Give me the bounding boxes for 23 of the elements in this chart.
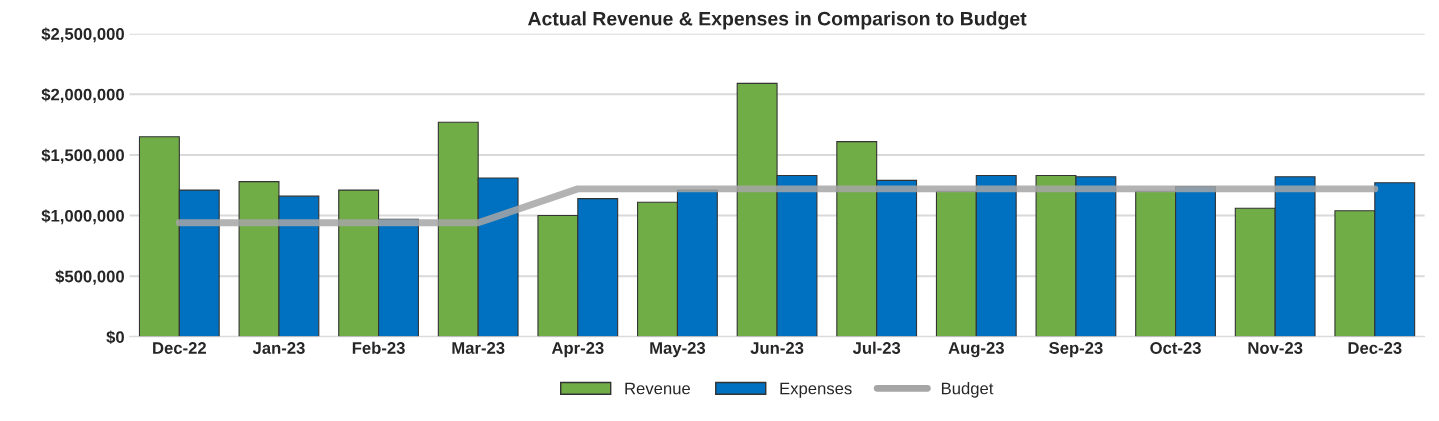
x-tick-label: Dec-23 <box>1348 342 1402 354</box>
y-tick-label: $1,000,000 <box>41 209 124 225</box>
y-tick-label: $1,500,000 <box>41 148 124 164</box>
y-tick-label: $0 <box>106 330 124 345</box>
x-tick-label: Oct-23 <box>1150 342 1201 354</box>
x-tick-label: Nov-23 <box>1248 342 1303 354</box>
legend-label: Budget <box>941 382 994 398</box>
y-tick-label: $2,000,000 <box>41 87 124 103</box>
x-tick-label: Apr-23 <box>551 342 604 358</box>
chart-title: Actual Revenue & Expenses in Comparison to Budget <box>527 11 1027 30</box>
y-tick-label: $2,500,000 <box>41 27 124 43</box>
x-tick-label: Jul-23 <box>852 341 901 354</box>
x-tick-label: Jan-23 <box>252 342 305 354</box>
y-tick-label: $500,000 <box>55 269 124 285</box>
x-tick-label: Feb-23 <box>352 341 405 354</box>
legend-label: Revenue <box>625 382 691 395</box>
x-tick-label: Dec-22 <box>153 342 206 354</box>
x-tick-label: Mar-23 <box>452 342 505 354</box>
x-tick-label: Jun-23 <box>750 342 804 354</box>
x-tick-label: May-23 <box>650 342 706 358</box>
x-tick-label: Sep-23 <box>1049 342 1103 358</box>
legend-label: Expenses <box>780 382 852 398</box>
x-tick-label: Aug-23 <box>948 342 1004 358</box>
